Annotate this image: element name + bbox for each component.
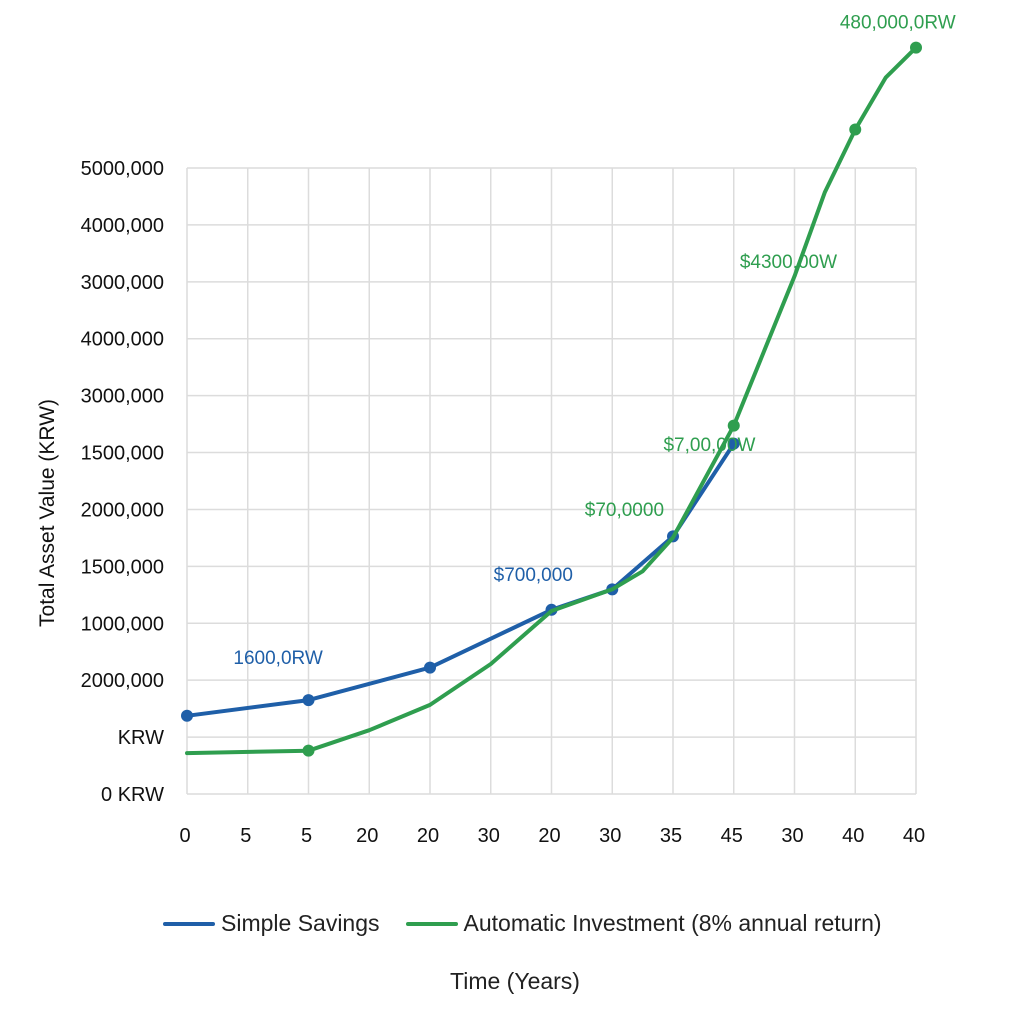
automatic-investment-point — [910, 41, 922, 54]
simple-savings-point — [181, 709, 193, 722]
y-tick-label: 1500,000 — [81, 556, 164, 578]
x-tick-label: 30 — [478, 825, 500, 847]
automatic-investment-data-label: $70,0000 — [585, 500, 664, 521]
x-tick-label: 30 — [781, 825, 803, 847]
legend-item-simple-savings: Simple Savings — [163, 910, 380, 937]
automatic-investment-point — [727, 419, 740, 432]
y-tick-label: 1000,000 — [81, 613, 164, 635]
x-tick-label: 30 — [599, 825, 621, 847]
y-tick-label: 4000,000 — [81, 329, 164, 351]
x-tick-label: 20 — [538, 825, 560, 847]
y-axis-title: Total Asset Value (KRW) — [36, 399, 59, 627]
y-tick-label: 2000,000 — [81, 499, 164, 521]
automatic-investment-point — [302, 744, 315, 757]
legend-swatch-simple-savings — [163, 921, 215, 926]
legend-label-simple-savings: Simple Savings — [221, 910, 380, 936]
legend-label-automatic-investment: Automatic Investment (8% annual return) — [463, 910, 882, 936]
simple-savings-point — [424, 661, 436, 674]
automatic-investment-line — [185, 45, 918, 756]
x-tick-label: 5 — [301, 825, 312, 847]
simple-savings-data-label: 1600,0RW — [233, 648, 322, 669]
simple-savings-point — [302, 694, 315, 707]
line-chart: 5000,000 4000,000 3000,000 4000,000 3000,000… — [36, 12, 956, 847]
x-tick-label: 35 — [660, 825, 682, 847]
automatic-investment-data-label: $4300,00W — [740, 252, 837, 273]
y-tick-label: 3000,000 — [81, 272, 164, 294]
x-tick-label: 45 — [721, 825, 743, 847]
y-tick-label: 5000,000 — [81, 158, 164, 180]
automatic-investment-data-label: 480,000,0RW — [840, 12, 956, 33]
legend: Simple Savings Automatic Investment (8% … — [163, 910, 908, 937]
automatic-investment-point — [849, 123, 862, 136]
legend-item-automatic-investment: Automatic Investment (8% annual return) — [405, 910, 882, 937]
y-tick-label: KRW — [118, 727, 164, 749]
y-tick-label: 2000,000 — [81, 670, 164, 692]
x-tick-label: 0 — [179, 825, 190, 847]
x-tick-label: 40 — [842, 825, 864, 847]
automatic-investment-data-label: $7,00,00W — [663, 435, 755, 456]
simple-savings-line — [185, 441, 736, 718]
simple-savings-data-label: $700,000 — [494, 565, 573, 586]
y-tick-label: 3000,000 — [81, 386, 164, 408]
x-tick-label: 20 — [356, 825, 378, 847]
x-tick-label: 20 — [417, 825, 439, 847]
legend-swatch-automatic-investment — [405, 921, 458, 926]
simple-savings-point — [727, 437, 740, 450]
y-tick-label: 4000,000 — [81, 215, 164, 237]
y-tick-label: 1500,000 — [81, 443, 164, 465]
x-tick-label: 5 — [240, 825, 251, 847]
y-tick-label: 0 KRW — [101, 784, 164, 806]
x-tick-label: 40 — [903, 825, 925, 847]
x-axis-title: Time (Years) — [450, 968, 580, 994]
